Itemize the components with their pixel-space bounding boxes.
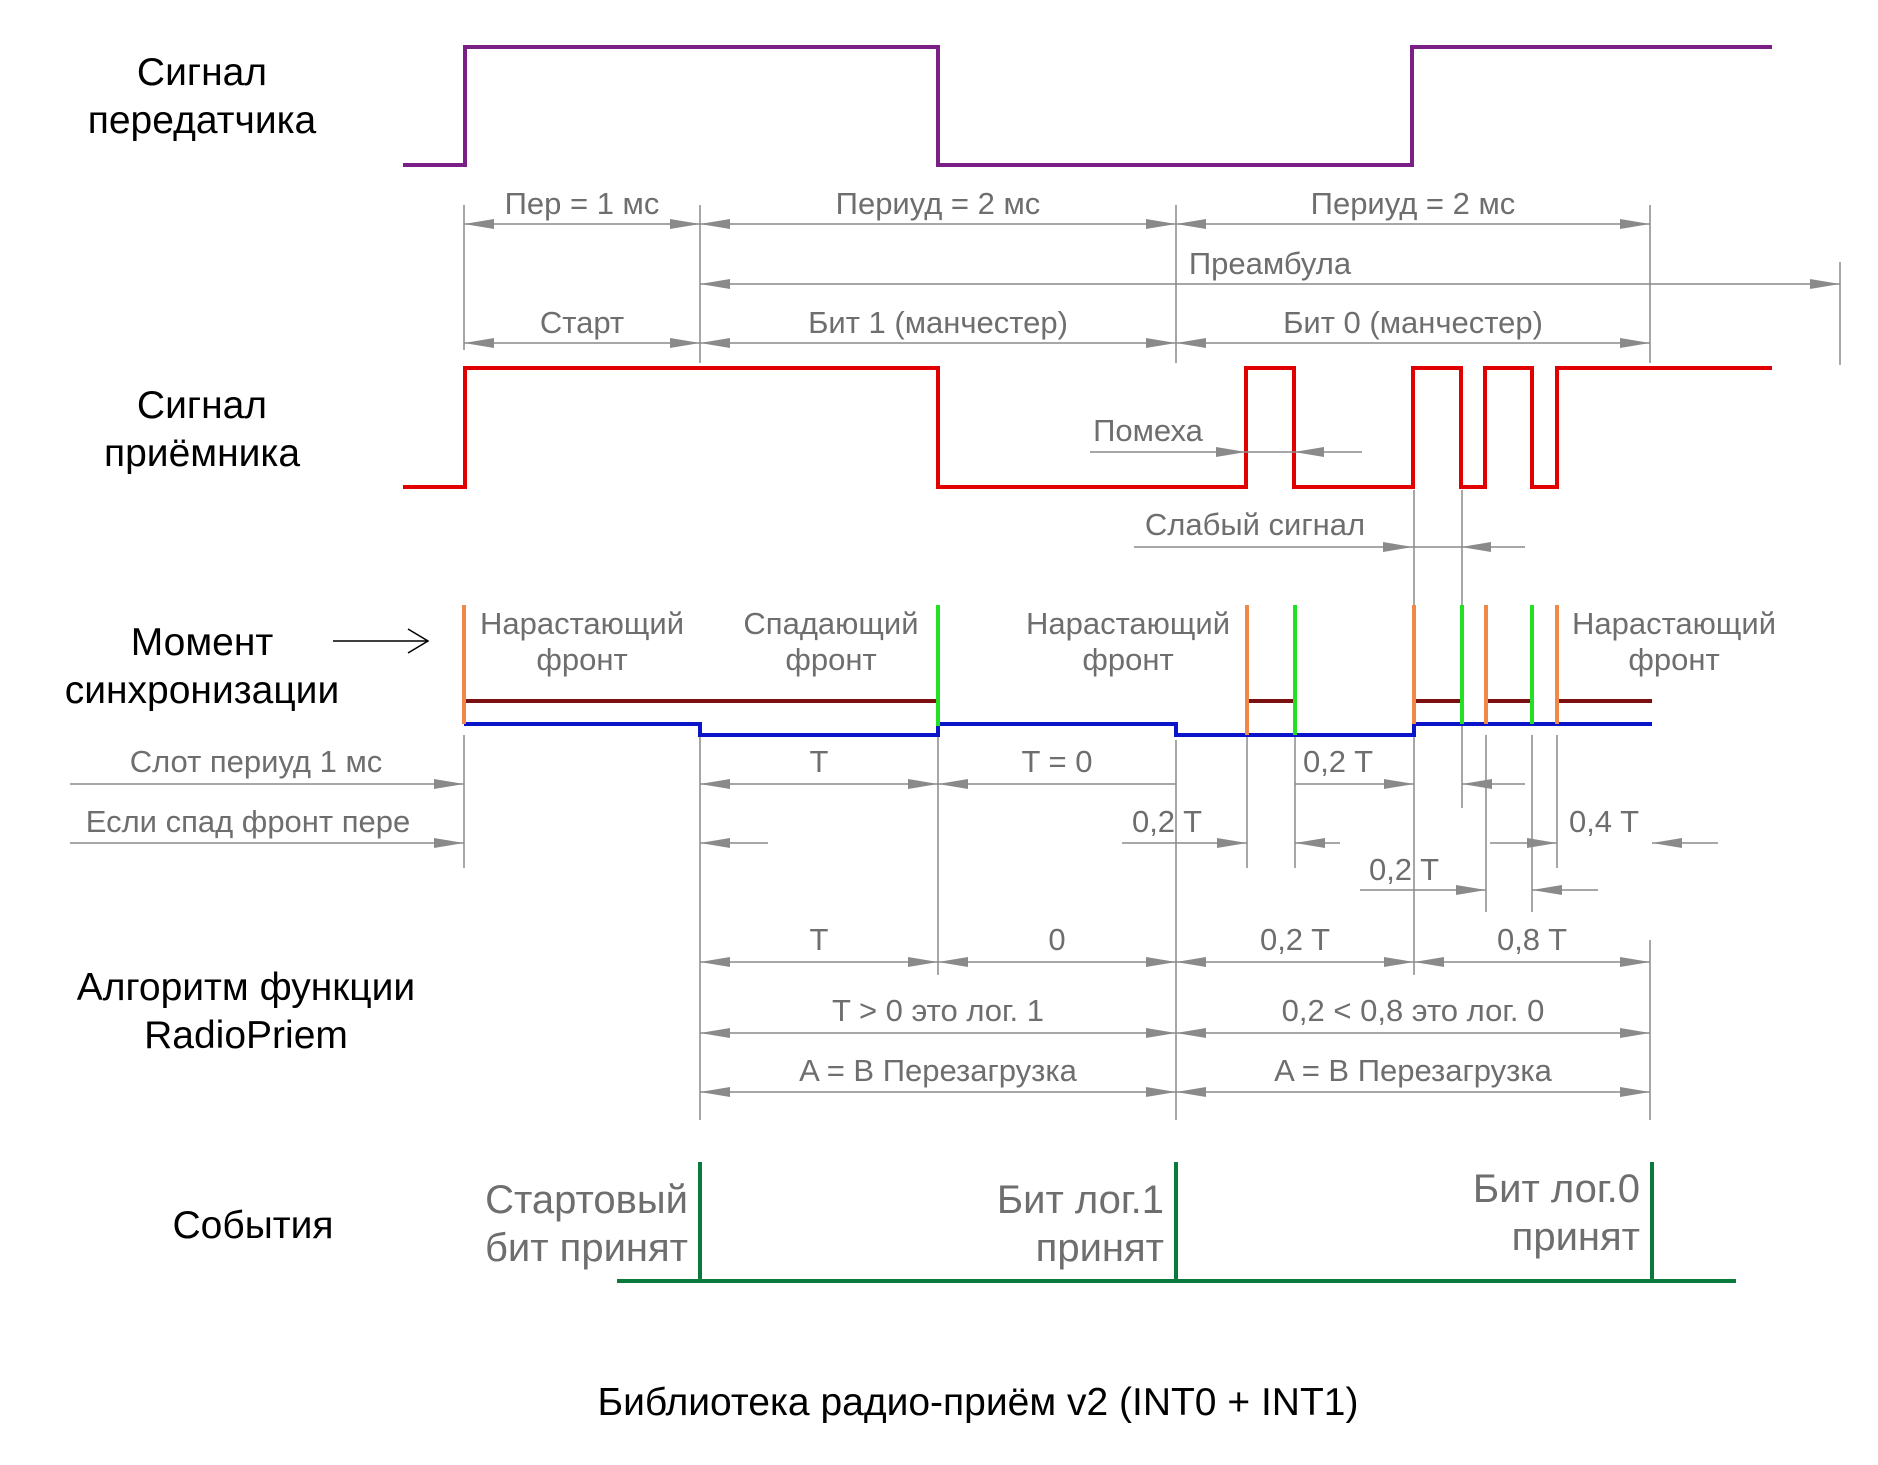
algo-t-label: T xyxy=(810,922,829,957)
rise3-label-2: фронт xyxy=(1628,642,1719,677)
dim-period2-a: Периуд = 2 мс xyxy=(836,186,1041,221)
ifspad-label: Если спад фронт пере xyxy=(86,804,411,839)
event-bit0-2: принят xyxy=(1512,1215,1640,1259)
transmitter-signal xyxy=(403,45,1772,167)
noise-label: Помеха xyxy=(1093,413,1204,448)
rise3-label-1: Нарастающий xyxy=(1572,606,1776,641)
algorithm-dimension-lines xyxy=(700,957,1650,1097)
falling-edge-markers xyxy=(936,605,1534,735)
slot-t-label: T xyxy=(810,744,829,779)
algo-label-2: RadioPriem xyxy=(144,1014,348,1057)
event-start-2: бит принят xyxy=(485,1226,688,1270)
algo-02t-label: 0,2 T xyxy=(1260,922,1330,957)
rise2-label-2: фронт xyxy=(1082,642,1173,677)
tx-label-1: Сигнал xyxy=(137,51,267,94)
slot-t-zero-label: T = 0 xyxy=(1022,744,1093,779)
dimension-lines-top xyxy=(464,219,1840,348)
event-bit0-1: Бит лог.0 xyxy=(1473,1167,1640,1211)
slot-04t-label: 0,4 T xyxy=(1569,804,1639,839)
rise2-label-1: Нарастающий xyxy=(1026,606,1230,641)
slot-02t-label: 0,2 T xyxy=(1303,744,1373,779)
diagram-caption: Библиотека радио-приём v2 (INT0 + INT1) xyxy=(598,1381,1359,1424)
rx-label-2: приёмника xyxy=(104,432,300,475)
dim-bit0: Бит 0 (манчестер) xyxy=(1283,305,1543,340)
noise-leader xyxy=(1090,447,1362,457)
logic0-label: 0,2 < 0,8 это лог. 0 xyxy=(1282,993,1545,1028)
slot-label: Слот периуд 1 мс xyxy=(130,744,383,779)
slot-02t-c-label: 0,2 T xyxy=(1369,852,1439,887)
sync-label-1: Момент xyxy=(131,621,274,664)
rising-edge-markers xyxy=(462,605,1559,735)
algo-zero-label: 0 xyxy=(1048,922,1065,957)
slot-02t-b-label: 0,2 T xyxy=(1132,804,1202,839)
dim-bit1: Бит 1 (манчестер) xyxy=(808,305,1068,340)
event-start-1: Стартовый xyxy=(485,1178,688,1222)
receiver-signal xyxy=(403,366,1772,489)
event-bit1-1: Бит лог.1 xyxy=(997,1178,1164,1222)
reset1-label: A = B Перезагрузка xyxy=(799,1053,1078,1088)
dim-period2-b: Периуд = 2 мс xyxy=(1311,186,1516,221)
rx-label-1: Сигнал xyxy=(137,384,267,427)
dim-per1: Пер = 1 мс xyxy=(505,186,660,221)
sync-slot-line xyxy=(464,722,1652,737)
sync-label-2: синхронизации xyxy=(65,669,340,712)
weak-signal-leader xyxy=(1134,542,1525,552)
event-bit1-2: принят xyxy=(1036,1226,1164,1270)
weak-signal-label: Слабый сигнал xyxy=(1145,507,1365,542)
algo-08t-label: 0,8 T xyxy=(1497,922,1567,957)
rise1-label-1: Нарастающий xyxy=(480,606,684,641)
slot-dimension-lines xyxy=(70,779,1718,895)
events-label: События xyxy=(173,1204,334,1247)
tx-label-2: передатчика xyxy=(88,99,317,142)
dim-start: Старт xyxy=(540,305,624,340)
dim-preamble: Преамбула xyxy=(1189,246,1352,281)
logic1-label: T > 0 это лог. 1 xyxy=(832,993,1044,1028)
sync-pointer-arrow xyxy=(333,628,430,654)
rise1-label-2: фронт xyxy=(536,642,627,677)
events-signal xyxy=(617,1162,1736,1283)
fall-label-1: Спадающий xyxy=(743,606,918,641)
reset0-label: A = B Перезагрузка xyxy=(1274,1053,1553,1088)
algo-label-1: Алгоритм функции xyxy=(77,966,415,1009)
fall-label-2: фронт xyxy=(785,642,876,677)
